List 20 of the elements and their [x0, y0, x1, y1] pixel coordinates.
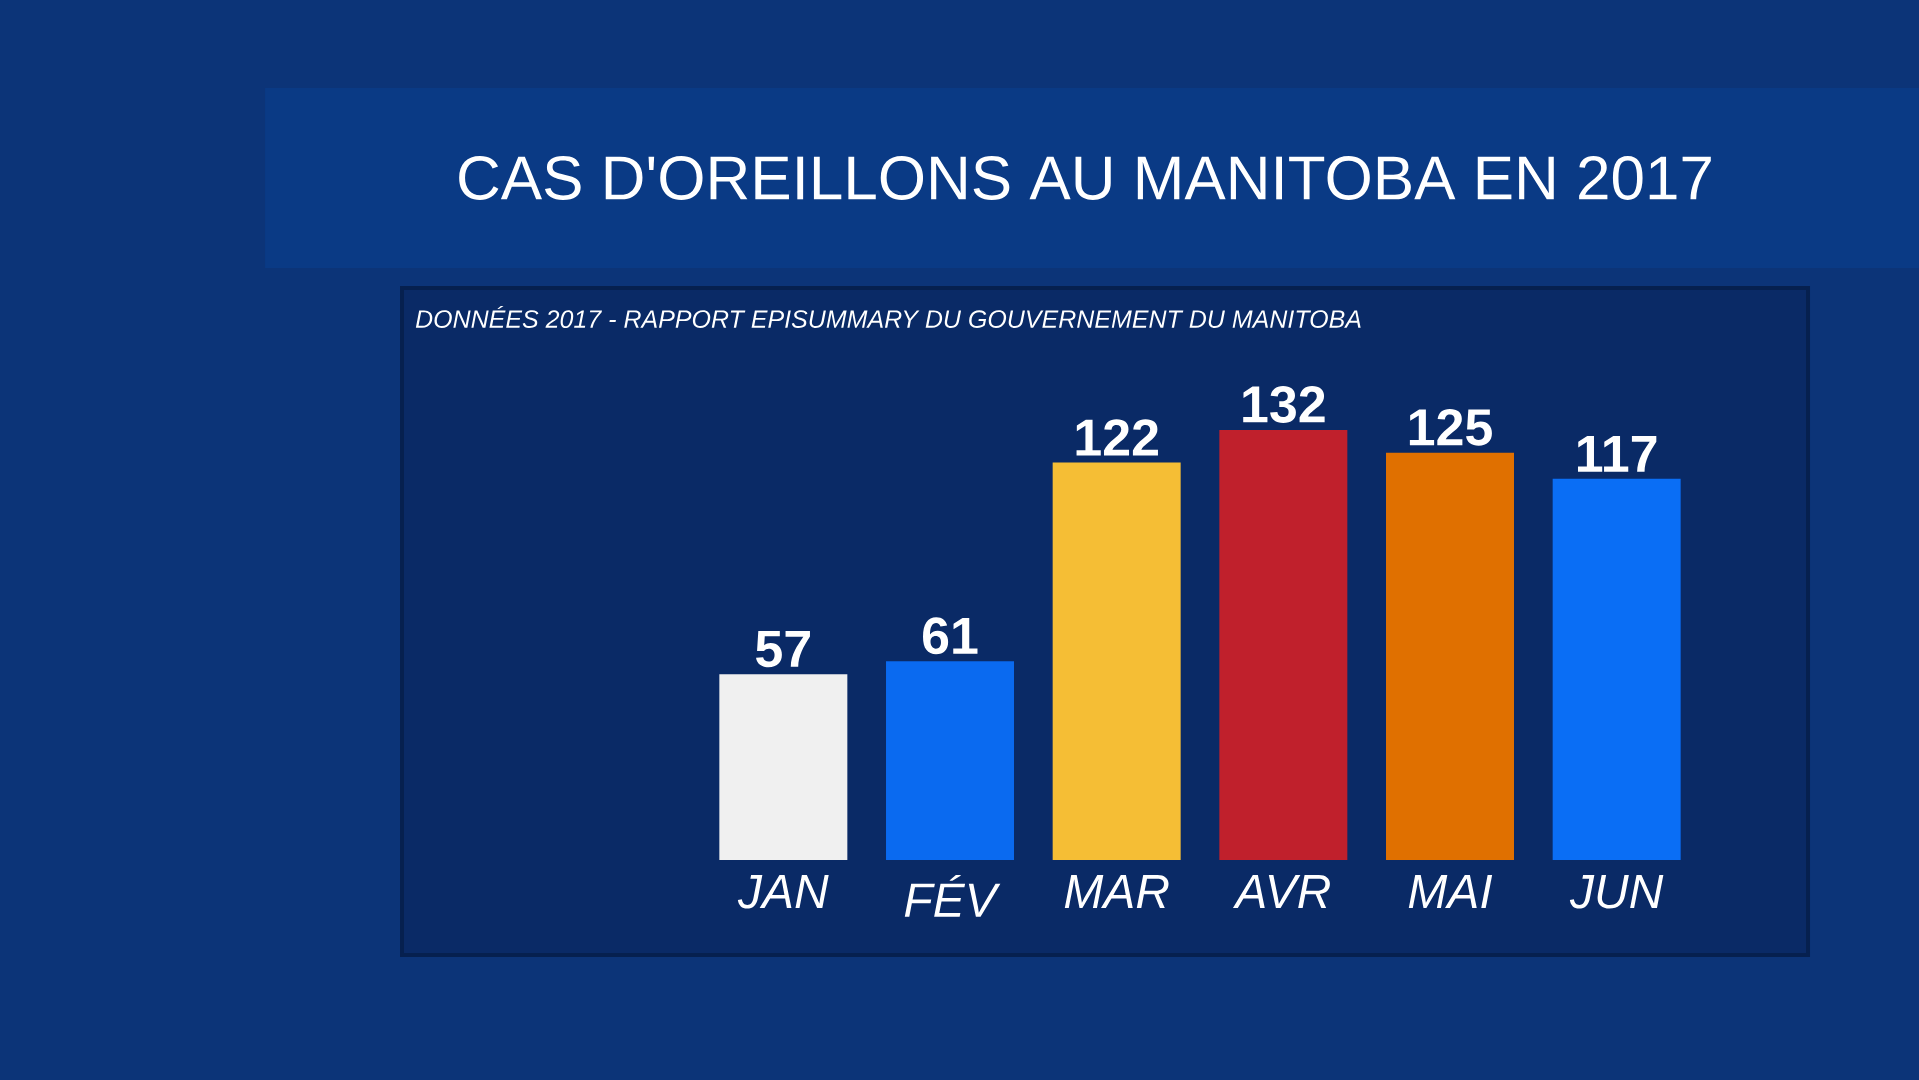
bar	[1386, 452, 1515, 860]
bar	[719, 674, 848, 860]
data-label: 125	[1409, 408, 1492, 446]
x-tick-label: MAR	[1064, 875, 1169, 909]
x-tick-label: JAN	[737, 875, 829, 909]
chart-title: CAS D'OREILLONS AU MANITOBA EN 2017	[459, 156, 1711, 200]
bar	[1219, 429, 1348, 860]
x-tick-label: MAI	[1408, 875, 1493, 909]
bar	[886, 661, 1015, 860]
x-tick-label: AVR	[1232, 875, 1330, 909]
data-label: 57	[756, 630, 810, 668]
bar	[1552, 478, 1681, 860]
bar	[1052, 462, 1181, 860]
data-label: 122	[1076, 419, 1158, 456]
data-label: 61	[923, 617, 978, 655]
x-tick-label: JUN	[1569, 875, 1664, 909]
data-label: 117	[1577, 435, 1657, 472]
chart-subtitle: DONNÉES 2017 - RAPPORT EPISUMMARY DU GOUVERNEMENT DU MANITOBA	[415, 306, 1361, 328]
data-label: 132	[1243, 386, 1325, 423]
x-tick-label: FÉV	[904, 875, 1001, 917]
